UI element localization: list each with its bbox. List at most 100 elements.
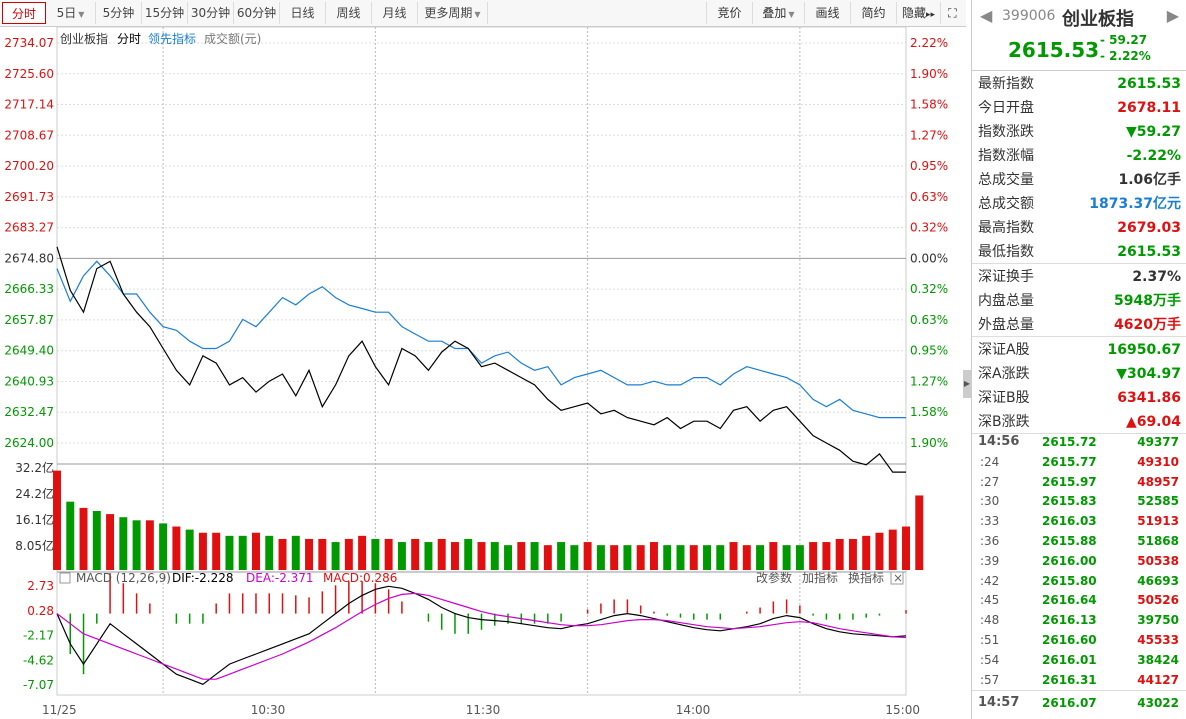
chevron-down-icon: ▼ (788, 10, 795, 19)
current-price: 2615.53 (1008, 38, 1100, 62)
price-tick-label: 2725.60 (4, 67, 54, 81)
percent-tick-label: 1.27% (910, 128, 948, 142)
stat-row: 最高指数 2679.03 (972, 216, 1186, 240)
macd-button-0[interactable]: 改参数 (756, 570, 792, 585)
prev-stock-arrow-icon[interactable]: ◀ (980, 6, 993, 25)
volume-bar (238, 535, 247, 570)
collapse-panel-handle[interactable]: ▶ (963, 370, 971, 398)
percent-tick-label: 1.90% (910, 436, 948, 450)
volume-bar (291, 535, 300, 570)
volume-bar (517, 542, 526, 570)
tab-period-8[interactable]: 月线 (372, 2, 418, 24)
macd-button-1[interactable]: 加指标 (802, 570, 838, 585)
tick-price: 2615.97 (1042, 474, 1097, 489)
stat-value: 2.37% (1132, 269, 1181, 285)
tab-label: 日线 (290, 6, 315, 20)
stat-label: 内盘总量 (978, 293, 1034, 309)
macd-tick-label: -4.62 (23, 653, 54, 667)
tick-price: 2616.07 (1042, 696, 1097, 711)
stat-label: 最低指数 (978, 244, 1034, 260)
tick-time: :42 (980, 573, 1000, 588)
toolbar-btn-label: 画线 (815, 6, 840, 20)
volume-bar (437, 538, 446, 570)
tab-period-5[interactable]: 60分钟 (234, 2, 280, 24)
volume-bar (888, 529, 897, 570)
volume-bar (835, 538, 844, 570)
volume-bar (663, 545, 672, 570)
tick-volume: 45533 (1137, 633, 1179, 647)
volume-bar (198, 532, 207, 570)
volume-bar (809, 542, 818, 570)
stat-label: 深证A股 (978, 342, 1030, 358)
volume-bar (66, 501, 75, 570)
tick-time: :39 (980, 553, 1000, 568)
price-tick-label: 2657.87 (4, 313, 54, 327)
tick-volume: 50526 (1137, 593, 1179, 608)
volume-bar (504, 545, 513, 570)
percent-tick-label: 1.58% (910, 98, 948, 112)
tab-period-3[interactable]: 15分钟 (142, 2, 188, 24)
macd-dif-line (56, 585, 907, 685)
stat-label: 指数涨幅 (978, 148, 1034, 164)
toolbar-btn-1[interactable]: 叠加 ▼ (752, 2, 804, 24)
change-percent: - 2.22% (1100, 49, 1151, 63)
tick-row: :33 2616.03 51913 (972, 511, 1186, 531)
divider (972, 336, 1186, 337)
percent-tick-label: 0.32% (910, 221, 948, 235)
stat-row: 总成交量 1.06亿手 (972, 168, 1186, 192)
volume-bar (119, 517, 128, 570)
stat-value: ▲69.04 (1125, 414, 1181, 430)
stat-value: 2678.11 (1117, 100, 1181, 116)
tick-time: 14:57 (978, 695, 1020, 711)
volume-bar (397, 542, 406, 570)
price-line (56, 246, 906, 473)
x-tick-label: 11/25 (42, 703, 77, 717)
tab-period-9[interactable]: 更多周期 ▼ (418, 2, 488, 24)
fullscreen-icon[interactable]: ⛶ (940, 2, 964, 24)
tab-period-1[interactable]: 5日 ▼ (46, 2, 96, 24)
percent-tick-label: 1.90% (910, 67, 948, 81)
tick-volume: 49377 (1137, 435, 1179, 449)
macd-button-2[interactable]: 换指标 (848, 570, 884, 585)
percent-tick-label: 1.27% (910, 374, 948, 388)
price-tick-label: 2708.67 (4, 128, 54, 142)
volume-bar (703, 545, 711, 570)
volume-bar (265, 535, 274, 570)
tab-label: 月线 (382, 6, 407, 20)
chevron-down-icon: ▼ (474, 10, 481, 19)
toolbar-btn-4[interactable]: 隐藏▸▸ (896, 2, 940, 24)
tick-volume: 38424 (1137, 652, 1179, 667)
volume-bar (610, 545, 619, 570)
tab-period-6[interactable]: 日线 (280, 2, 326, 24)
tick-volume: 51868 (1137, 534, 1179, 548)
volume-bar (623, 545, 632, 570)
macd-tick-label: -7.07 (23, 678, 54, 692)
volume-bar (185, 529, 194, 570)
macd-dea-line (56, 592, 907, 680)
macd-close-icon[interactable] (890, 571, 904, 585)
change-value: - 59.27 (1100, 33, 1148, 47)
macd-tick-label: 2.73 (27, 579, 54, 593)
tick-volume: 39750 (1137, 613, 1179, 628)
percent-tick-label: 0.32% (910, 282, 948, 296)
tab-period-7[interactable]: 周线 (326, 2, 372, 24)
tick-price: 2615.72 (1042, 435, 1097, 449)
volume-bar (543, 545, 552, 570)
toolbar-btn-3[interactable]: 简约 (850, 2, 896, 24)
price-tick-label: 2683.27 (4, 221, 54, 235)
percent-tick-label: 0.95% (910, 344, 948, 358)
toolbar-btn-2[interactable]: 画线 (804, 2, 850, 24)
tab-period-2[interactable]: 5分钟 (96, 2, 142, 24)
chart-frame (56, 27, 907, 696)
stat-label: 最高指数 (978, 220, 1034, 236)
stat-row: 最低指数 2615.53 (972, 240, 1186, 264)
tick-price: 2616.13 (1042, 613, 1097, 628)
stat-label: 今日开盘 (978, 100, 1034, 116)
volume-bar (212, 532, 221, 570)
tab-period-0[interactable]: 分时 (2, 2, 46, 24)
tab-period-4[interactable]: 30分钟 (188, 2, 234, 24)
volume-bar (689, 545, 698, 570)
next-stock-arrow-icon[interactable]: ▶ (1166, 6, 1179, 25)
volume-tick-label: 16.1亿 (15, 512, 54, 527)
toolbar-btn-0[interactable]: 竞价 (706, 2, 752, 24)
